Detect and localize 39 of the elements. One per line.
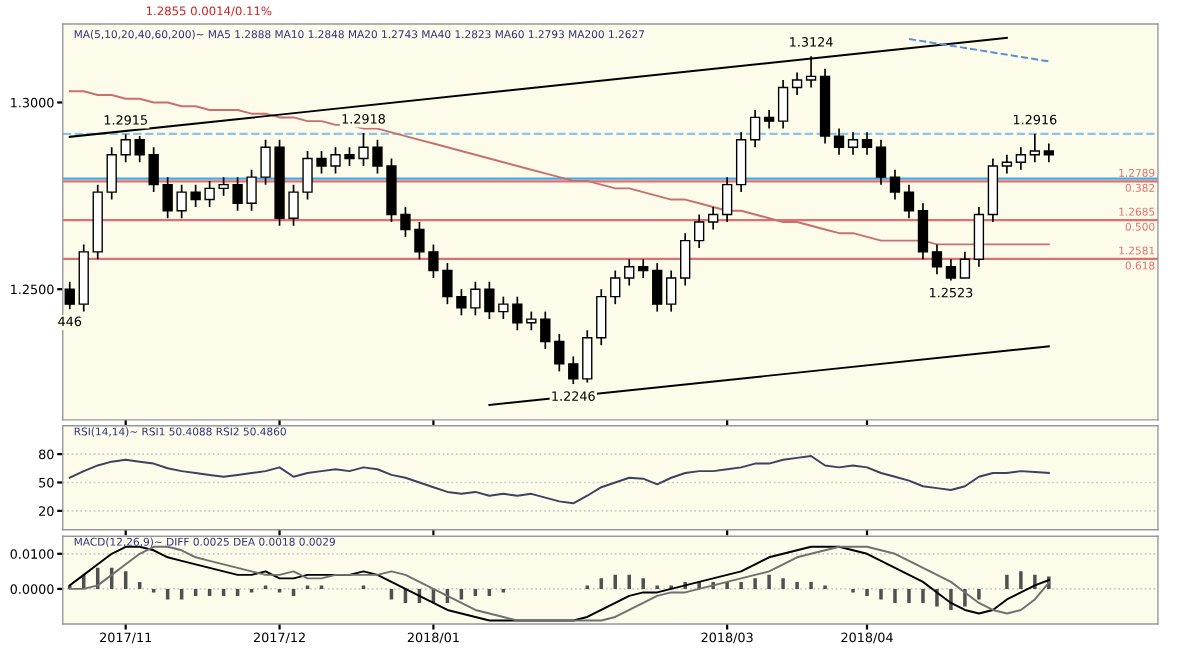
candlestick (833, 127, 845, 156)
candlestick (931, 243, 943, 276)
candlestick (540, 310, 551, 350)
candlestick (805, 55, 817, 89)
candlestick (568, 355, 579, 385)
candlestick (777, 79, 789, 130)
candlestick (763, 109, 775, 130)
candlestick (889, 168, 901, 201)
candlestick (917, 202, 929, 261)
candlestick (106, 146, 117, 201)
candlestick (735, 131, 747, 193)
candlestick (652, 262, 663, 313)
candlestick (64, 280, 75, 311)
candlestick (554, 333, 565, 373)
candlestick (1043, 142, 1055, 164)
candlestick (847, 131, 859, 156)
candlestick (1015, 146, 1027, 171)
candlestick (749, 109, 761, 149)
candlestick (610, 269, 621, 305)
line-series (68, 455, 1050, 505)
candlestick (945, 258, 957, 282)
candlestick (875, 138, 887, 186)
candlestick (861, 131, 873, 156)
candlestick (680, 232, 691, 287)
candlestick (638, 258, 649, 279)
candlestick (694, 213, 705, 249)
candlestick (596, 288, 607, 347)
line-series (68, 545, 1050, 622)
candlestick (721, 176, 733, 223)
candlestick (666, 269, 677, 313)
candlestick (903, 183, 915, 220)
candlestick (624, 258, 635, 287)
candlestick (1029, 133, 1041, 164)
candlestick (959, 251, 971, 279)
candlestick (973, 206, 985, 268)
candlestick (582, 329, 593, 384)
candlestick (1001, 153, 1013, 175)
candlestick (707, 206, 719, 231)
candlestick (791, 71, 803, 96)
